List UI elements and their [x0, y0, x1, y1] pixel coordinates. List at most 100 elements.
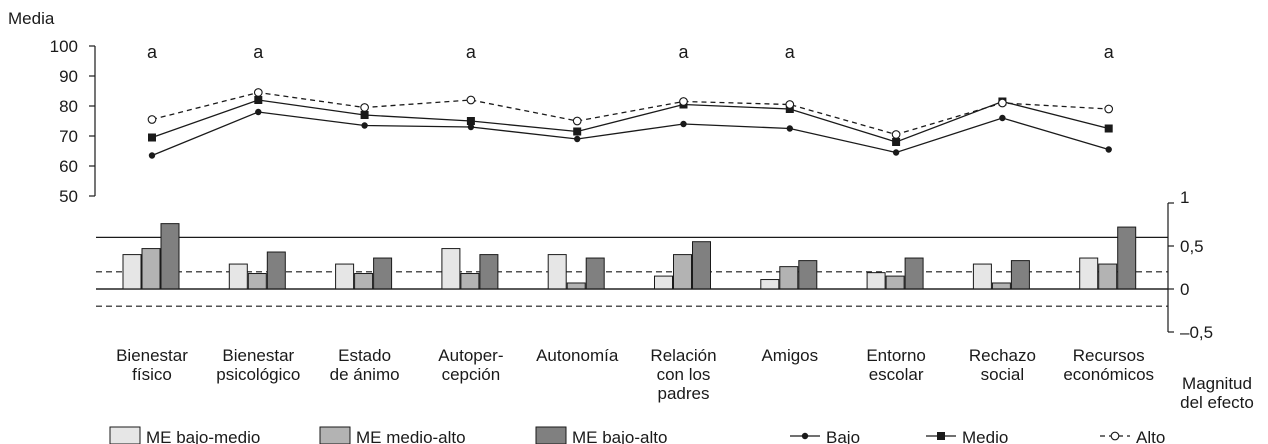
legend-marker: [937, 432, 945, 440]
bar-me-medio-alto: [566, 282, 586, 290]
legend-label: ME bajo-alto: [572, 428, 667, 444]
bar-me-bajo-alto: [692, 241, 711, 290]
bar-me-medio-alto: [673, 254, 692, 290]
point-bajo: [892, 149, 900, 156]
point-alto: [1104, 104, 1114, 114]
legend-item-me-bajo-medio: ME bajo-medio: [109, 426, 260, 444]
category-label: con los: [657, 365, 711, 384]
point-bajo: [467, 123, 475, 131]
category-label: Autonomía: [536, 346, 619, 365]
legend-item-bajo: Bajo: [790, 428, 860, 444]
bar-me-bajo-alto: [585, 257, 605, 290]
category-label: psicológico: [216, 365, 300, 384]
significance-marker: a: [1104, 42, 1115, 62]
bar-me-bajo-alto: [373, 257, 393, 290]
category-label: Estado: [338, 346, 391, 365]
legend-item-me-medio-alto: ME medio-alto: [319, 426, 466, 444]
bar-me-bajo-medio: [547, 254, 567, 290]
legend-item-alto: Alto: [1100, 428, 1165, 444]
legend-label: ME bajo-medio: [146, 428, 260, 444]
point-alto: [466, 95, 476, 105]
category-label: Entorno: [866, 346, 926, 365]
point-bajo: [1105, 146, 1112, 153]
legend-label: ME medio-alto: [356, 428, 466, 444]
legend-marker: [1110, 431, 1120, 441]
bar-y-tick-label: 1: [1180, 188, 1189, 207]
point-bajo: [786, 125, 793, 132]
bar-me-medio-alto: [354, 273, 374, 290]
line-y-tick-label: 60: [59, 157, 78, 176]
bar-me-bajo-medio: [760, 279, 780, 290]
bar-me-bajo-alto: [1010, 260, 1030, 290]
point-alto: [147, 115, 157, 124]
legend-label: Bajo: [826, 428, 860, 444]
point-medio: [466, 117, 475, 125]
point-medio: [785, 105, 794, 113]
significance-marker: a: [147, 42, 158, 62]
bar-me-bajo-alto: [798, 260, 818, 290]
category-label: Amigos: [761, 346, 818, 365]
significance-marker: a: [466, 42, 477, 62]
legend-marker: [801, 432, 809, 440]
bar-y-axis-label: del efecto: [1180, 393, 1254, 412]
bar-me-medio-alto: [1098, 263, 1118, 290]
point-bajo: [255, 108, 262, 116]
bar-y-tick-label: –0,5: [1180, 323, 1213, 342]
legend-swatch: [319, 426, 351, 444]
point-medio: [254, 96, 263, 104]
line-chart-panel: 50 60 70 80 90 100 Media a a a a a a: [8, 9, 1115, 206]
bar-me-bajo-medio: [1079, 257, 1099, 290]
bar-me-medio-alto: [991, 282, 1011, 290]
legend-label: Medio: [962, 428, 1008, 444]
line-y-tick-label: 80: [59, 97, 78, 116]
bar-y-tick-label: 0,5: [1180, 237, 1204, 256]
category-label: físico: [132, 365, 172, 384]
point-alto: [360, 103, 369, 112]
line-y-tick-label: 70: [59, 127, 78, 146]
bar-me-bajo-medio: [122, 254, 142, 290]
bar-me-medio-alto: [885, 275, 905, 290]
significance-marker: a: [678, 42, 689, 62]
category-label: Recursos: [1073, 346, 1145, 365]
point-medio: [360, 111, 369, 119]
bar-me-medio-alto: [141, 248, 161, 290]
category-label: Autoper-: [438, 346, 503, 365]
line-y-tick-label: 90: [59, 67, 78, 86]
series-line-alto: [151, 91, 1109, 136]
legend: ME bajo-medio ME medio-alto ME bajo-alto Ba…: [109, 426, 1165, 444]
bar-me-bajo-medio: [335, 263, 355, 290]
bar-me-bajo-medio: [654, 275, 673, 290]
point-bajo: [361, 122, 368, 129]
line-y-tick-label: 50: [59, 187, 78, 206]
series-line-bajo: [151, 111, 1109, 157]
point-alto: [891, 130, 901, 139]
point-alto: [679, 97, 688, 106]
category-label: padres: [658, 384, 710, 403]
point-bajo: [148, 152, 156, 159]
bar-y-tick-label: 0: [1180, 280, 1189, 299]
series-line-medio: [151, 99, 1109, 143]
bar-y-axis-label: Magnitud: [1182, 374, 1252, 393]
bar-me-bajo-medio: [441, 248, 461, 290]
legend-swatch: [535, 426, 567, 444]
point-alto: [785, 100, 795, 109]
category-label: Rechazo: [969, 346, 1036, 365]
bar-me-bajo-medio: [972, 263, 992, 290]
point-alto: [253, 88, 263, 97]
point-medio: [1104, 124, 1113, 133]
category-label: Relación: [650, 346, 716, 365]
bar-me-bajo-alto: [266, 251, 286, 290]
category-label: social: [981, 365, 1024, 384]
line-y-axis-label: Media: [8, 9, 55, 28]
category-label: Bienestar: [222, 346, 294, 365]
point-bajo: [574, 135, 581, 143]
bar-me-bajo-alto: [904, 257, 924, 290]
bar-me-bajo-alto: [160, 223, 180, 290]
point-alto: [998, 98, 1007, 108]
line-y-tick-label: 100: [50, 37, 78, 56]
point-bajo: [680, 120, 687, 128]
point-bajo: [999, 114, 1006, 122]
legend-label: Alto: [1136, 428, 1165, 444]
